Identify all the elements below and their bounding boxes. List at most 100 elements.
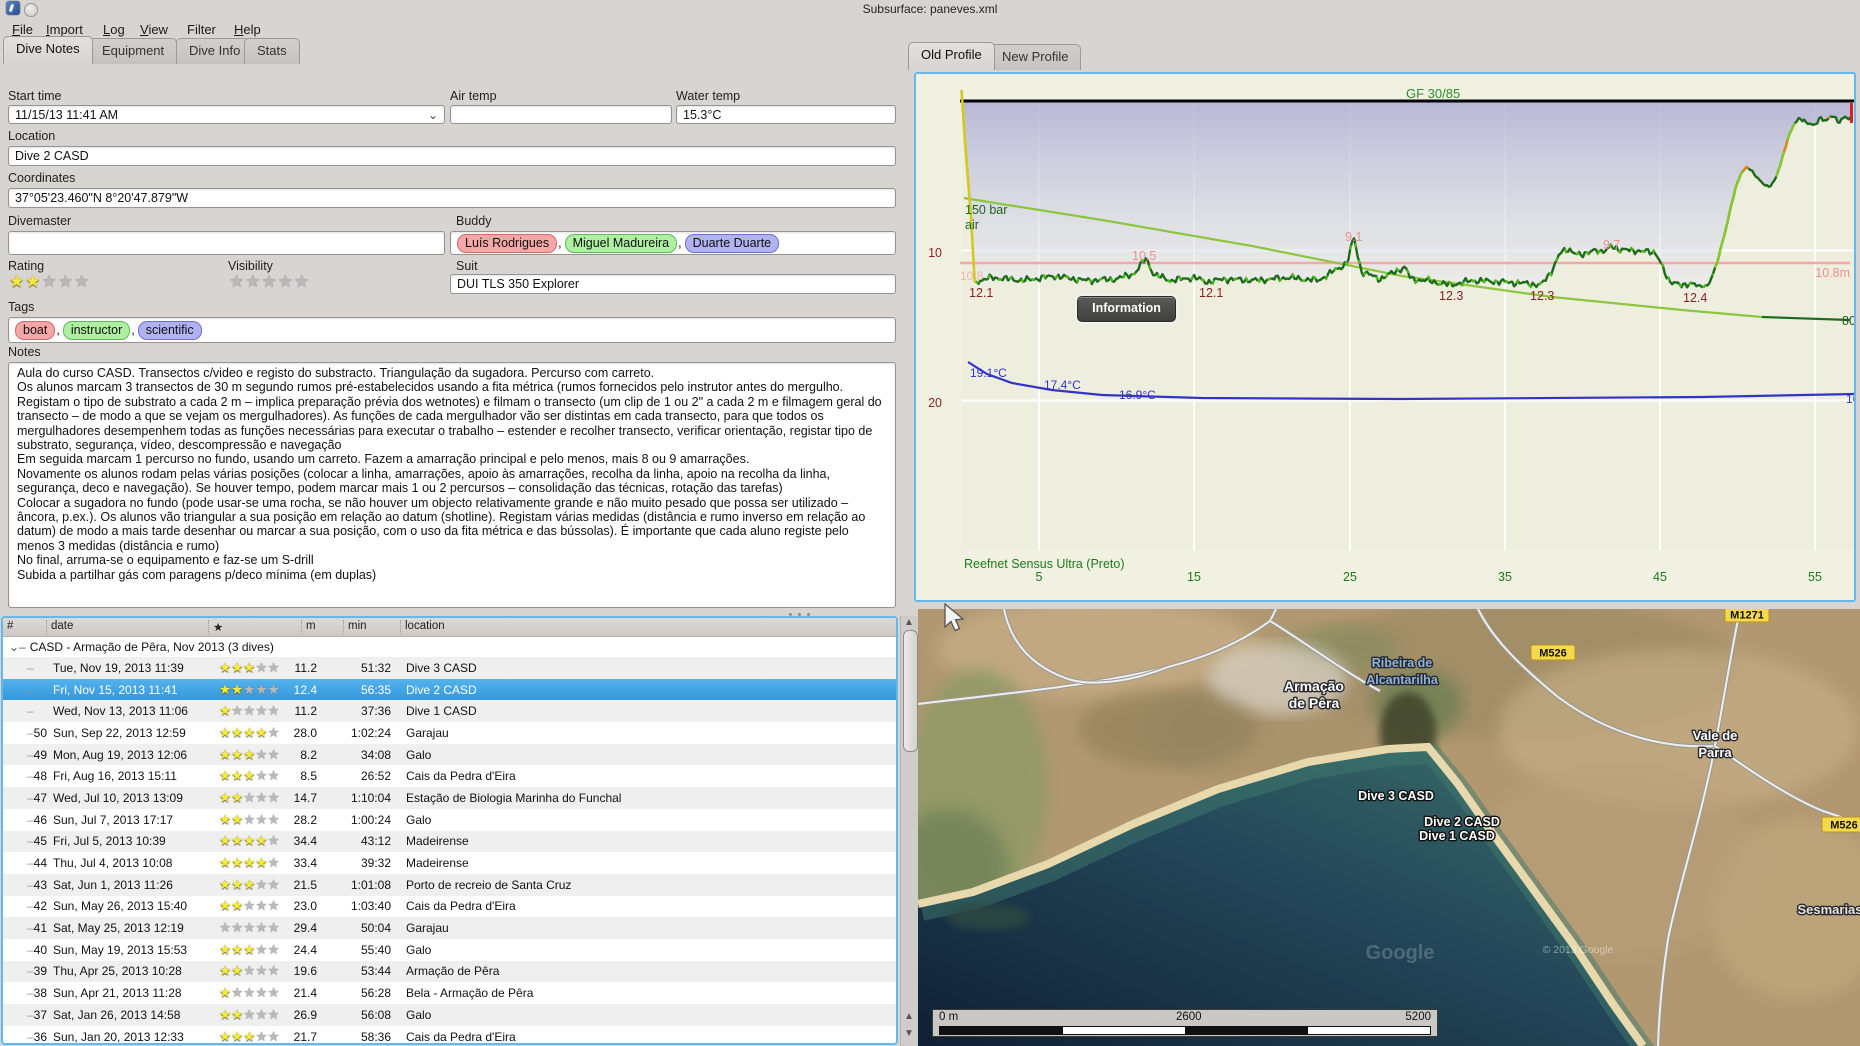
menu-import[interactable]: Import xyxy=(46,22,83,37)
svg-text:10: 10 xyxy=(928,246,942,260)
scroll-up-icon[interactable]: ▲ xyxy=(904,617,914,628)
rating-stars[interactable]: ★★★★★ xyxy=(9,272,91,291)
svg-text:45: 45 xyxy=(1653,570,1667,584)
dive-row[interactable]: –50 Sun, Sep 22, 2013 12:59 ★★★★★ 28.0 1:02:… xyxy=(27,724,449,740)
tab-new-profile[interactable]: New Profile xyxy=(989,44,1082,70)
rating-label: Rating xyxy=(8,259,45,273)
coordinates-input[interactable]: 37°05'23.460"N 8°20'47.879"W xyxy=(8,188,896,208)
water-temp-input[interactable]: 15.3°C xyxy=(676,105,896,124)
svg-text:12.4: 12.4 xyxy=(1683,291,1707,305)
column-header-location[interactable]: location xyxy=(405,620,445,632)
scrollbar-thumb[interactable] xyxy=(903,630,918,752)
dive-row[interactable]: –44 Thu, Jul 4, 2013 10:08 ★★★★★ 33.4 39:32 M… xyxy=(27,855,469,871)
svg-text:25: 25 xyxy=(1343,570,1357,584)
map-label: Vale de xyxy=(1693,728,1738,743)
column-header-m[interactable]: m xyxy=(306,620,316,632)
svg-text:Reefnet Sensus Ultra (Preto): Reefnet Sensus Ultra (Preto) xyxy=(964,557,1125,571)
column-header-min[interactable]: min xyxy=(348,620,367,632)
menu-filter[interactable]: Filter xyxy=(187,22,216,37)
dive-row[interactable]: –49 Mon, Aug 19, 2013 12:06 ★★★★★ 8.2 34:08 G… xyxy=(3,743,896,766)
information-button[interactable]: Information xyxy=(1077,296,1176,322)
column-header-#[interactable]: # xyxy=(7,620,14,632)
svg-text:10.8: 10.8 xyxy=(960,269,984,283)
tab-old-profile[interactable]: Old Profile xyxy=(908,42,995,70)
dive-row[interactable]: –41 Sat, May 25, 2013 12:19 ★★★★★ 29.4 50:04… xyxy=(3,917,896,939)
menu-help[interactable]: Help xyxy=(234,22,261,37)
tab-equipment[interactable]: Equipment xyxy=(89,38,178,64)
pill-duarte-duarte: Duarte Duarte xyxy=(684,233,780,253)
air-temp-input[interactable] xyxy=(450,105,672,124)
svg-text:55: 55 xyxy=(1808,570,1822,584)
dive-row[interactable]: – Fri, Nov 15, 2013 11:41 ★★★★★ 12.4 56:35 Di… xyxy=(3,678,896,701)
buddy-label: Buddy xyxy=(456,214,492,228)
dive-row[interactable]: –47 Wed, Jul 10, 2013 13:09 ★★★★★ 14.7 1:10:… xyxy=(3,787,896,809)
scroll-up-icon[interactable]: ▲ xyxy=(904,1011,914,1022)
scroll-down-icon[interactable]: ▼ xyxy=(904,1028,914,1039)
buddy-input[interactable]: Luís Rodrigues, Miguel Madureira, Duarte D… xyxy=(450,231,896,255)
dive-row[interactable]: –39 Thu, Apr 25, 2013 10:28 ★★★★★ 19.6 53:44… xyxy=(3,960,896,983)
dive-row[interactable]: –38 Sun, Apr 21, 2013 11:28 ★★★★★ 21.4 56:28… xyxy=(27,985,534,1001)
svg-text:GF 30/85: GF 30/85 xyxy=(1406,86,1460,101)
map-label: Armação xyxy=(1284,678,1344,694)
horizontal-splitter[interactable] xyxy=(786,610,813,619)
menu-log[interactable]: Log xyxy=(103,22,125,37)
map-label: © 2013 Google xyxy=(1543,944,1614,956)
svg-text:16.9°C: 16.9°C xyxy=(1119,388,1156,402)
map-label: Parra xyxy=(1698,745,1732,760)
dive-row[interactable]: –40 Sun, May 19, 2013 15:53 ★★★★★ 24.4 55:40… xyxy=(27,941,432,957)
divemaster-label: Divemaster xyxy=(8,214,72,228)
column-header-★[interactable]: ★ xyxy=(213,622,224,634)
dive-row[interactable]: – Tue, Nov 19, 2013 11:39 ★★★★★ 11.2 51:32 Di… xyxy=(3,657,896,679)
chevron-down-icon[interactable]: ⌄ xyxy=(427,108,438,122)
svg-text:12.3: 12.3 xyxy=(1439,289,1463,303)
svg-text:19.1°C: 19.1°C xyxy=(970,366,1007,380)
divemaster-input[interactable] xyxy=(8,231,445,255)
svg-text:16: 16 xyxy=(1846,392,1854,406)
scale-end: 5200 xyxy=(1405,1011,1431,1023)
menu-bar: File Import Log View Filter Help xyxy=(0,18,1860,42)
title-bar: Subsurface: paneves.xml xyxy=(0,0,1860,17)
start-time-combobox[interactable]: 11/15/13 11:41 AM ⌄ xyxy=(8,105,445,124)
dive-row[interactable]: –46 Sun, Jul 7, 2013 17:17 ★★★★★ 28.2 1:00:2… xyxy=(27,811,432,827)
tab-stats[interactable]: Stats xyxy=(244,38,300,64)
pill-scientific: scientific xyxy=(137,320,202,340)
column-header-date[interactable]: date xyxy=(51,620,74,632)
dive-group-row[interactable]: ⌄– CASD - Armação de Pêra, Nov 2013 (3 di… xyxy=(9,640,274,654)
dive-row[interactable]: –45 Fri, Jul 5, 2013 10:39 ★★★★★ 34.4 43:12 M… xyxy=(3,830,896,853)
menu-file[interactable]: File xyxy=(12,22,33,37)
svg-text:5: 5 xyxy=(1036,570,1043,584)
dive-row[interactable]: –43 Sat, Jun 1, 2013 11:26 ★★★★★ 21.5 1:01:0… xyxy=(3,873,896,896)
map-label: Dive 2 CASD xyxy=(1424,815,1500,829)
dive-list-scrollbar[interactable]: ▲ ▲ ▼ xyxy=(900,616,919,1046)
svg-text:20: 20 xyxy=(928,396,942,410)
dive-row[interactable]: –42 Sun, May 26, 2013 15:40 ★★★★★ 23.0 1:03:… xyxy=(27,898,516,914)
tray-icon xyxy=(24,3,38,17)
notes-textarea[interactable]: Aula do curso CASD. Transectos c/video e… xyxy=(8,362,896,608)
mouse-cursor-icon xyxy=(944,603,965,632)
map-panel[interactable]: Armação de Pêra Ribeira de Alcantarilha Vale… xyxy=(918,609,1860,1046)
dive-list-header[interactable]: # date ★ m min location xyxy=(3,618,896,637)
suit-input[interactable]: DUI TLS 350 Explorer xyxy=(450,274,896,294)
scale-start: 0 m xyxy=(939,1011,959,1023)
tab-dive-notes[interactable]: Dive Notes xyxy=(3,36,93,64)
dive-row[interactable]: – Wed, Nov 13, 2013 11:06 ★★★★★ 11.2 37:36 Di… xyxy=(3,700,896,723)
dive-row[interactable]: –48 Fri, Aug 16, 2013 15:11 ★★★★★ 8.5 26:52 C… xyxy=(27,768,516,784)
tags-input[interactable]: boat, instructor, scientific xyxy=(8,317,896,343)
air-temp-label: Air temp xyxy=(450,89,497,103)
dive-row[interactable]: –37 Sat, Jan 26, 2013 14:58 ★★★★★ 26.9 56:08… xyxy=(3,1004,896,1026)
map-label: de Pêra xyxy=(1289,695,1340,711)
start-time-value: 11/15/13 11:41 AM xyxy=(15,107,119,122)
map-label: Dive 1 CASD xyxy=(1419,829,1495,843)
location-input[interactable]: Dive 2 CASD xyxy=(8,146,896,166)
pill-miguel-madureira: Miguel Madureira xyxy=(564,233,678,253)
visibility-stars[interactable]: ★★★★★ xyxy=(229,272,311,291)
dive-profile-panel: GF 30/85 150 bar air 80 10 20 10.8 10.8m 12.1 10.… xyxy=(914,72,1860,602)
svg-text:80: 80 xyxy=(1842,314,1854,328)
tab-dive-info[interactable]: Dive Info xyxy=(176,38,254,64)
dive-row[interactable]: –36 Sun, Jan 20, 2013 12:33 ★★★★★ 21.7 58:36… xyxy=(27,1028,516,1044)
svg-text:12.3: 12.3 xyxy=(1530,289,1554,303)
pill-luís-rodrigues: Luís Rodrigues xyxy=(457,233,558,253)
menu-view[interactable]: View xyxy=(140,22,168,37)
